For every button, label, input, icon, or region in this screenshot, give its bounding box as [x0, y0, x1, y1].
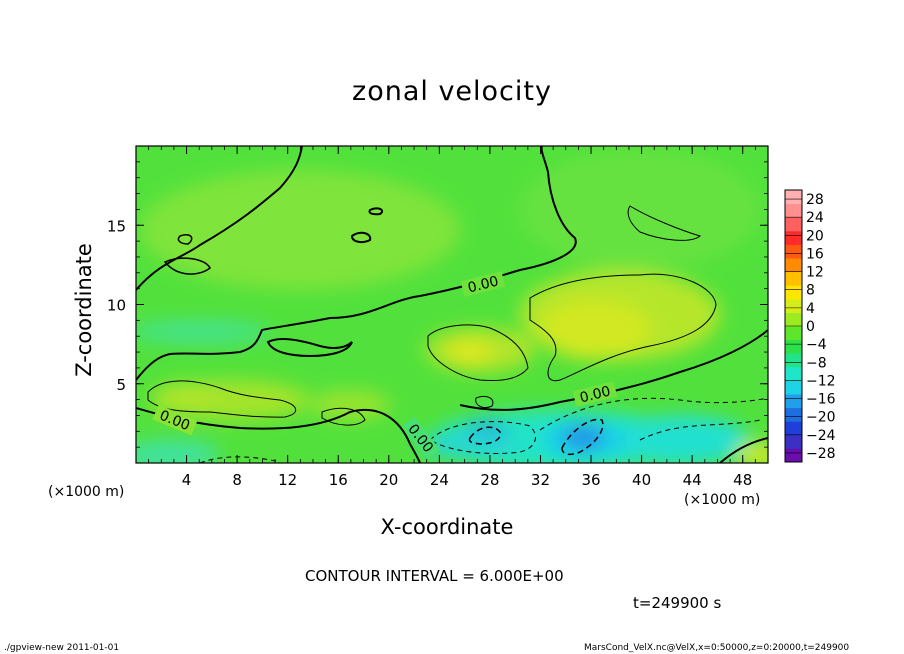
- contour-pos-top: [627, 205, 702, 241]
- contour-zero-blob2: [368, 207, 384, 216]
- x-tick-label: 36: [581, 471, 600, 489]
- x-axis: 4 8 12 16 20 24 28 32 36 40 44 48: [135, 146, 769, 489]
- colorbar-swatch: [785, 380, 802, 395]
- x-tick-label: 24: [430, 471, 449, 489]
- contour-neg-3: [429, 421, 536, 454]
- contour-interval-label: CONTOUR INTERVAL = 6.000E+00: [305, 567, 564, 585]
- colorbar-label: 0: [806, 319, 815, 335]
- contour-pos-right: [529, 273, 717, 382]
- colorbar-swatch: [785, 285, 802, 300]
- y-tick-label: 10: [107, 297, 126, 315]
- colorbar-swatch: [785, 434, 802, 449]
- contour-label: 0.00: [578, 383, 612, 406]
- x-axis-unit-left: (×1000 m): [48, 484, 125, 500]
- chart-title: zonal velocity: [352, 76, 552, 107]
- colorbar-swatch: [785, 407, 802, 422]
- colorbar-label: −24: [806, 428, 836, 444]
- contour-labels: 0.00 0.00 0.00 0.00: [152, 271, 618, 460]
- contour-neg-1: [468, 426, 501, 445]
- colorbar-label: 28: [806, 192, 824, 208]
- contour-zero-upper-left: [136, 146, 303, 291]
- colorbar-label: −12: [806, 373, 836, 389]
- colorbar-label: 20: [806, 228, 824, 244]
- colorbar-swatch: [785, 312, 802, 327]
- contour-pos-dot: [475, 395, 494, 409]
- colorbar-label: −16: [806, 392, 836, 408]
- y-tick-label: 15: [107, 217, 126, 235]
- contour-neg-5: [639, 419, 761, 441]
- colorbar-swatch: [785, 353, 802, 368]
- colorbar-swatch: [785, 394, 802, 409]
- contour-zero-blob4: [163, 257, 211, 275]
- x-tick-label: 12: [278, 471, 297, 489]
- time-label: t=249900 s: [633, 594, 722, 612]
- footer-program-label: ./gpview-new 2011-01-01: [4, 643, 120, 653]
- colorbar-swatch: [785, 217, 802, 232]
- x-tick-label: 16: [329, 471, 348, 489]
- x-tick-label: 44: [683, 471, 702, 489]
- colorbar: 28 24 20 16 12 8 4 0 −4 −8 −12 −16 −20 −24 −28: [784, 189, 836, 463]
- colorbar-label: −8: [806, 355, 827, 371]
- x-tick-label: 8: [232, 471, 242, 489]
- colorbar-swatch: [785, 326, 802, 341]
- heatmap-field: [136, 146, 768, 463]
- x-tick-label: 28: [480, 471, 499, 489]
- colorbar-swatch: [785, 298, 802, 313]
- x-axis-unit-right: (×1000 m): [684, 492, 761, 508]
- colorbar-label: −20: [806, 410, 836, 426]
- colorbar-label: 24: [806, 210, 824, 226]
- contour-zero-main: [136, 146, 577, 381]
- colorbar-swatch: [785, 366, 802, 381]
- contour-label: 0.00: [466, 273, 500, 296]
- contour-zero-blob3: [177, 233, 193, 245]
- y-axis: 5 10 15: [107, 145, 768, 464]
- y-axis-title: Z-coordinate: [72, 243, 96, 377]
- x-axis-title-text: X-coordinate: [380, 515, 514, 539]
- contour-zero-corner: [719, 437, 768, 463]
- contour-pos-left: [147, 380, 297, 418]
- colorbar-label: 12: [806, 265, 824, 281]
- colorbar-swatch: [785, 203, 802, 218]
- colorbar-swatch: [785, 244, 802, 259]
- x-tick-label: 48: [733, 471, 752, 489]
- x-tick-label: 20: [379, 471, 398, 489]
- colorbar-swatch: [785, 339, 802, 354]
- colorbar-swatch: [785, 421, 802, 436]
- contour-pos-small: [321, 407, 366, 426]
- y-tick-label: 5: [116, 376, 126, 394]
- contour-neg-6: [199, 456, 281, 463]
- colorbar-swatch: [785, 271, 802, 286]
- colorbar-label: −28: [806, 446, 836, 462]
- x-tick-label: 4: [182, 471, 192, 489]
- contour-zero-island: [266, 338, 353, 358]
- footer-source-label: MarsCond_VelX.nc@VelX,x=0:50000,z=0:2000…: [584, 643, 850, 653]
- colorbar-swatch: [785, 190, 802, 205]
- colorbar-label: 8: [806, 283, 815, 299]
- contour-pos-mid: [427, 324, 529, 381]
- contour-neg-4: [539, 397, 768, 431]
- colorbar-swatch: [785, 258, 802, 273]
- colorbar-swatch: [785, 230, 802, 245]
- x-tick-label: 40: [632, 471, 651, 489]
- colorbar-label: −4: [806, 337, 827, 353]
- colorbar-swatch: [785, 448, 802, 463]
- colorbar-label: 4: [806, 301, 815, 317]
- x-tick-label: 32: [531, 471, 550, 489]
- colorbar-label: 16: [806, 246, 824, 262]
- contour-zero-blob1: [350, 231, 372, 244]
- x-axis-title: X-coordinate: [0, 515, 904, 539]
